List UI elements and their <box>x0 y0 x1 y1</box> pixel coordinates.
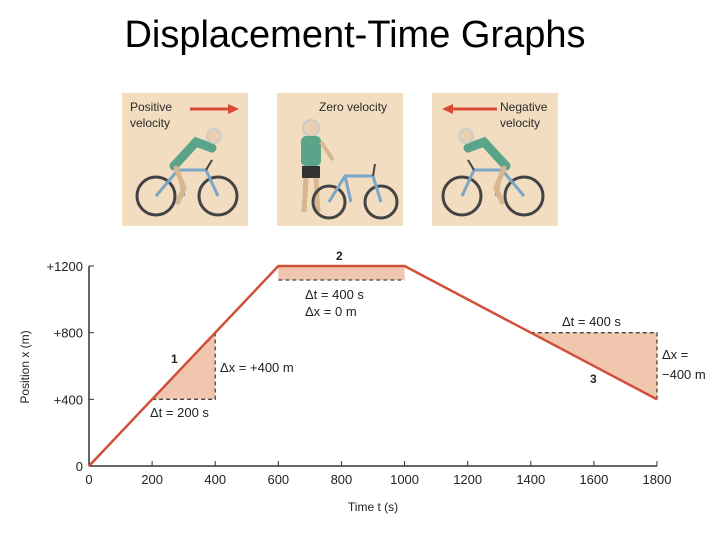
segment-1-number: 1 <box>171 352 178 366</box>
segment-3-dt-label: Δt = 400 s <box>562 314 621 329</box>
positive-velocity-label: Positive velocity <box>130 100 173 130</box>
segment-3-guide <box>530 332 658 400</box>
segment-1-dx-label: Δx = +400 m <box>220 360 294 375</box>
cyclist-riding-left-icon <box>441 128 545 217</box>
x-tick-label: 1400 <box>516 472 545 487</box>
segment-3-dx-label-line2: −400 m <box>662 367 706 382</box>
segment-2-band <box>278 266 405 280</box>
zero-velocity-panel: Zero velocity <box>277 93 403 226</box>
x-tick-label: 200 <box>141 472 163 487</box>
page-title: Displacement-Time Graphs <box>124 14 586 56</box>
right-arrow-icon <box>190 104 239 114</box>
y-axis-title: Position x (m) <box>18 330 32 403</box>
y-tick-label: +800 <box>54 326 83 341</box>
segment-1-guide <box>152 332 216 400</box>
y-tick-label: +400 <box>54 392 83 407</box>
data-point <box>656 398 658 400</box>
x-axis-title: Time t (s) <box>348 500 398 514</box>
position-time-chart: 0 200 400 600 800 1000 1200 1400 1600 1800 0 +400 +8… <box>18 249 706 514</box>
x-tick-label: 1200 <box>453 472 482 487</box>
segment-2-dx-label: Δx = 0 m <box>305 304 357 319</box>
x-tick-label: 1000 <box>390 472 419 487</box>
y-tick-label: +1200 <box>46 259 83 274</box>
zero-velocity-label: Zero velocity <box>319 100 388 114</box>
segment-2-dt-label: Δt = 400 s <box>305 287 364 302</box>
left-arrow-icon <box>442 104 497 114</box>
cyclist-standing-icon <box>301 119 399 220</box>
x-tick-label: 800 <box>331 472 353 487</box>
data-point <box>277 265 279 267</box>
segment-1-dt-label: Δt = 200 s <box>150 405 209 420</box>
position-series-line <box>88 264 658 467</box>
cyclist-riding-right-icon <box>135 128 239 217</box>
data-point <box>404 265 406 267</box>
x-tick-label: 1600 <box>579 472 608 487</box>
x-tick-label: 1800 <box>643 472 672 487</box>
data-point <box>88 465 90 467</box>
segment-3-dx-label-line1: Δx = <box>662 347 688 362</box>
segment-3-number: 3 <box>590 372 597 386</box>
negative-velocity-label: Negative velocity <box>500 100 548 130</box>
negative-velocity-panel: Negative velocity <box>432 93 558 226</box>
y-tick-label: 0 <box>76 459 83 474</box>
positive-velocity-panel: Positive velocity <box>122 93 248 226</box>
x-tick-label: 600 <box>267 472 289 487</box>
segment-2-number: 2 <box>336 249 343 263</box>
x-tick-label: 0 <box>85 472 92 487</box>
x-tick-label: 400 <box>204 472 226 487</box>
